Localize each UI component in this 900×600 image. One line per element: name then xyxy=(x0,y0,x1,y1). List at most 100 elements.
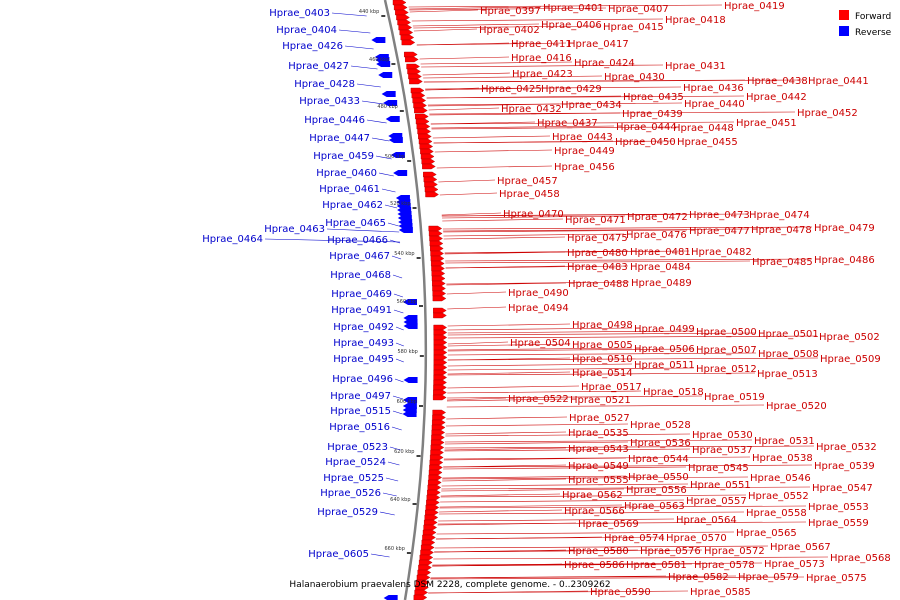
forward-gene-label[interactable]: Hprae_0448 xyxy=(673,123,734,134)
forward-gene-label[interactable]: Hprae_0402 xyxy=(479,25,540,36)
forward-gene-label[interactable]: Hprae_0484 xyxy=(630,262,691,273)
forward-gene-label[interactable]: Hprae_0502 xyxy=(819,332,880,343)
forward-gene-label[interactable]: Hprae_0482 xyxy=(691,247,752,258)
forward-gene-label[interactable]: Hprae_0507 xyxy=(696,345,757,356)
forward-gene-label[interactable]: Hprae_0438 xyxy=(747,76,808,87)
forward-gene-label[interactable]: Hprae_0582 xyxy=(668,572,729,583)
forward-gene-label[interactable]: Hprae_0519 xyxy=(704,392,765,403)
reverse-gene-label[interactable]: Hprae_0428 xyxy=(294,79,355,90)
reverse-gene-label[interactable]: Hprae_0523 xyxy=(327,442,388,453)
forward-gene-label[interactable]: Hprae_0450 xyxy=(615,137,676,148)
forward-gene-label[interactable]: Hprae_0425 xyxy=(481,84,542,95)
forward-gene-label[interactable]: Hprae_0550 xyxy=(628,472,689,483)
forward-gene-label[interactable]: Hprae_0500 xyxy=(696,327,757,338)
forward-gene-label[interactable]: Hprae_0512 xyxy=(696,364,757,375)
reverse-gene-label[interactable]: Hprae_0427 xyxy=(288,61,349,72)
reverse-gene-label[interactable]: Hprae_0516 xyxy=(329,422,390,433)
reverse-gene-label[interactable]: Hprae_0492 xyxy=(333,322,394,333)
forward-gene-label[interactable]: Hprae_0501 xyxy=(758,329,819,340)
forward-gene-label[interactable]: Hprae_0520 xyxy=(766,401,827,412)
reverse-gene-label[interactable]: Hprae_0497 xyxy=(330,391,391,402)
forward-gene-label[interactable]: Hprae_0528 xyxy=(630,420,691,431)
reverse-gene-label[interactable]: Hprae_0446 xyxy=(304,115,365,126)
reverse-gene-label[interactable]: Hprae_0461 xyxy=(319,184,380,195)
forward-gene-label[interactable]: Hprae_0565 xyxy=(736,528,797,539)
forward-gene-label[interactable]: Hprae_0419 xyxy=(724,1,785,12)
forward-gene-label[interactable]: Hprae_0506 xyxy=(634,344,695,355)
forward-gene-label[interactable]: Hprae_0475 xyxy=(567,233,628,244)
forward-gene-label[interactable]: Hprae_0546 xyxy=(750,473,811,484)
forward-gene-label[interactable]: Hprae_0510 xyxy=(572,354,633,365)
reverse-gene-label[interactable]: Hprae_0463 xyxy=(264,224,325,235)
forward-gene-label[interactable]: Hprae_0478 xyxy=(751,225,812,236)
forward-gene-label[interactable]: Hprae_0513 xyxy=(757,369,818,380)
reverse-gene-label[interactable]: Hprae_0403 xyxy=(269,8,330,19)
forward-gene-label[interactable]: Hprae_0440 xyxy=(684,99,745,110)
forward-gene-label[interactable]: Hprae_0514 xyxy=(572,368,633,379)
forward-gene-label[interactable]: Hprae_0474 xyxy=(749,210,810,221)
forward-gene-label[interactable]: Hprae_0581 xyxy=(626,560,687,571)
forward-gene-label[interactable]: Hprae_0575 xyxy=(806,573,867,584)
reverse-gene-label[interactable]: Hprae_0426 xyxy=(282,41,343,52)
forward-gene-label[interactable]: Hprae_0585 xyxy=(690,587,751,598)
forward-gene-label[interactable]: Hprae_0536 xyxy=(630,438,691,449)
forward-gene-label[interactable]: Hprae_0406 xyxy=(541,20,602,31)
forward-gene-label[interactable]: Hprae_0490 xyxy=(508,288,569,299)
forward-gene-label[interactable]: Hprae_0549 xyxy=(568,461,629,472)
forward-gene-label[interactable]: Hprae_0430 xyxy=(604,72,665,83)
forward-gene-label[interactable]: Hprae_0555 xyxy=(568,475,629,486)
forward-gene-label[interactable]: Hprae_0411 xyxy=(511,39,572,50)
forward-gene-label[interactable]: Hprae_0566 xyxy=(564,506,625,517)
forward-gene-label[interactable]: Hprae_0539 xyxy=(814,461,875,472)
reverse-gene-label[interactable]: Hprae_0464 xyxy=(202,234,263,245)
forward-gene-label[interactable]: Hprae_0458 xyxy=(499,189,560,200)
forward-gene-label[interactable]: Hprae_0558 xyxy=(746,508,807,519)
forward-gene-label[interactable]: Hprae_0486 xyxy=(814,255,875,266)
forward-gene-label[interactable]: Hprae_0568 xyxy=(830,553,891,564)
reverse-gene-label[interactable]: Hprae_0496 xyxy=(332,374,393,385)
forward-gene-label[interactable]: Hprae_0547 xyxy=(812,483,873,494)
forward-gene-label[interactable]: Hprae_0532 xyxy=(816,442,877,453)
forward-gene-label[interactable]: Hprae_0572 xyxy=(704,546,765,557)
forward-gene-label[interactable]: Hprae_0552 xyxy=(748,491,809,502)
reverse-gene-label[interactable]: Hprae_0525 xyxy=(323,473,384,484)
forward-gene-label[interactable]: Hprae_0538 xyxy=(752,453,813,464)
forward-gene-label[interactable]: Hprae_0434 xyxy=(561,100,622,111)
forward-gene-label[interactable]: Hprae_0488 xyxy=(568,279,629,290)
forward-gene-label[interactable]: Hprae_0505 xyxy=(572,340,633,351)
forward-gene-label[interactable]: Hprae_0522 xyxy=(508,394,569,405)
forward-gene-label[interactable]: Hprae_0417 xyxy=(568,39,629,50)
forward-gene-label[interactable]: Hprae_0559 xyxy=(808,518,869,529)
forward-gene-label[interactable]: Hprae_0489 xyxy=(631,278,692,289)
reverse-gene-label[interactable]: Hprae_0465 xyxy=(325,218,386,229)
reverse-gene-label[interactable]: Hprae_0495 xyxy=(333,354,394,365)
forward-gene-label[interactable]: Hprae_0518 xyxy=(643,387,704,398)
reverse-gene-label[interactable]: Hprae_0526 xyxy=(320,488,381,499)
forward-gene-label[interactable]: Hprae_0537 xyxy=(692,445,753,456)
forward-gene-label[interactable]: Hprae_0455 xyxy=(677,137,738,148)
forward-gene-label[interactable]: Hprae_0397 xyxy=(480,6,541,17)
forward-gene-label[interactable]: Hprae_0553 xyxy=(808,502,869,513)
forward-gene-label[interactable]: Hprae_0521 xyxy=(570,395,631,406)
forward-gene-label[interactable]: Hprae_0551 xyxy=(690,480,751,491)
reverse-gene-label[interactable]: Hprae_0491 xyxy=(331,305,392,316)
forward-gene-label[interactable]: Hprae_0535 xyxy=(568,428,629,439)
reverse-gene-label[interactable]: Hprae_0524 xyxy=(325,457,386,468)
forward-gene-label[interactable]: Hprae_0416 xyxy=(511,53,572,64)
forward-gene-label[interactable]: Hprae_0531 xyxy=(754,436,815,447)
forward-gene-label[interactable]: Hprae_0444 xyxy=(616,122,677,133)
forward-gene-label[interactable]: Hprae_0545 xyxy=(688,463,749,474)
forward-gene-label[interactable]: Hprae_0449 xyxy=(554,146,615,157)
forward-gene-label[interactable]: Hprae_0456 xyxy=(554,162,615,173)
reverse-gene-label[interactable]: Hprae_0515 xyxy=(330,406,391,417)
forward-gene-label[interactable]: Hprae_0451 xyxy=(736,118,797,129)
reverse-gene-label[interactable]: Hprae_0605 xyxy=(308,549,369,560)
reverse-gene-label[interactable]: Hprae_0466 xyxy=(327,235,388,246)
forward-gene-label[interactable]: Hprae_0517 xyxy=(581,382,642,393)
forward-gene-label[interactable]: Hprae_0567 xyxy=(770,542,831,553)
forward-gene-label[interactable]: Hprae_0401 xyxy=(543,3,604,14)
forward-gene-label[interactable]: Hprae_0431 xyxy=(665,61,726,72)
forward-gene-label[interactable]: Hprae_0579 xyxy=(738,572,799,583)
forward-gene-label[interactable]: Hprae_0511 xyxy=(634,360,695,371)
forward-gene-label[interactable]: Hprae_0418 xyxy=(665,15,726,26)
